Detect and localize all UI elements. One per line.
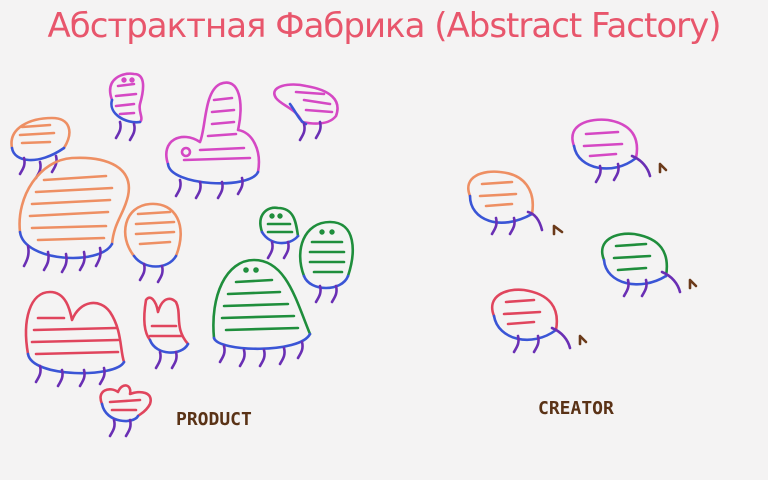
product-magenta-big xyxy=(165,81,261,200)
product-green-big xyxy=(212,258,312,368)
product-red-bunny xyxy=(142,296,190,370)
product-label: PRODUCT xyxy=(176,409,252,430)
creator-magenta xyxy=(571,118,668,184)
product-green-mid xyxy=(298,220,354,304)
product-orange-big xyxy=(18,156,131,274)
creator-red xyxy=(490,288,588,354)
product-orange-upright xyxy=(123,202,182,284)
creator-green xyxy=(600,232,698,298)
product-red-big xyxy=(24,290,126,388)
creator-label: CREATOR xyxy=(538,398,614,419)
product-red-small xyxy=(99,384,152,438)
product-magenta-small xyxy=(108,72,145,142)
diagram-title: Абстрактная Фабрика (Abstract Factory) xyxy=(47,6,722,46)
creator-orange xyxy=(467,170,564,236)
product-green-small xyxy=(259,206,300,260)
product-orange-small xyxy=(10,116,71,180)
product-magenta-fish xyxy=(273,83,339,142)
